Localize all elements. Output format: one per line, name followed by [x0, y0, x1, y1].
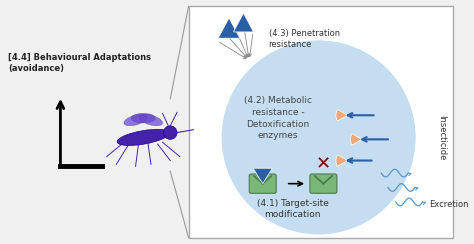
- Text: ✕: ✕: [316, 155, 331, 173]
- FancyBboxPatch shape: [310, 174, 337, 193]
- Text: Insecticide: Insecticide: [438, 115, 447, 160]
- FancyBboxPatch shape: [249, 174, 276, 193]
- Ellipse shape: [117, 129, 169, 145]
- Circle shape: [164, 126, 177, 139]
- Text: (4.1) Target-site
modification: (4.1) Target-site modification: [256, 199, 328, 219]
- Text: (4.3) Penetration
resistance: (4.3) Penetration resistance: [268, 29, 340, 49]
- Wedge shape: [336, 110, 347, 121]
- Ellipse shape: [124, 114, 147, 126]
- FancyBboxPatch shape: [189, 6, 454, 238]
- Text: Excretion: Excretion: [429, 200, 469, 209]
- Wedge shape: [350, 133, 362, 145]
- Polygon shape: [218, 18, 240, 38]
- Polygon shape: [253, 168, 273, 184]
- Wedge shape: [336, 155, 347, 166]
- Text: [4.4] Behavioural Adaptations
(avoidance): [4.4] Behavioural Adaptations (avoidance…: [9, 53, 151, 73]
- Circle shape: [222, 41, 415, 234]
- Ellipse shape: [131, 113, 155, 123]
- Text: (4.2) Metabolic
resistance -
Detoxification
enzymes: (4.2) Metabolic resistance - Detoxificat…: [244, 96, 312, 140]
- Polygon shape: [233, 13, 254, 32]
- Ellipse shape: [139, 114, 163, 126]
